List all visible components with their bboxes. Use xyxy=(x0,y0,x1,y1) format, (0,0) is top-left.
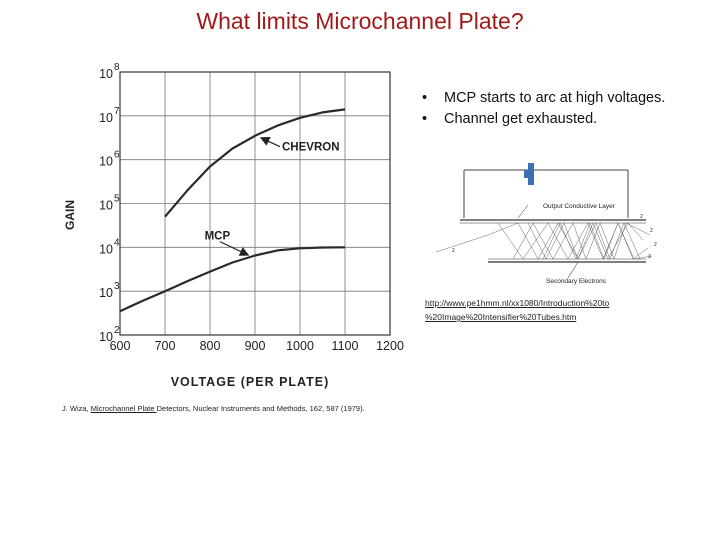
svg-text:2: 2 xyxy=(650,228,653,234)
bullet-text: MCP starts to arc at high voltages. xyxy=(444,90,666,106)
y-tick-exponent: 7 xyxy=(114,106,120,117)
x-tick-label: 1100 xyxy=(332,339,359,353)
chart-grid xyxy=(119,71,391,336)
x-tick-label: 1200 xyxy=(376,339,404,353)
y-tick-exponent: 4 xyxy=(114,237,120,248)
series-line-mcp xyxy=(119,246,346,313)
bullet-dot: • xyxy=(422,90,428,106)
plot-frame xyxy=(119,71,391,336)
mcp-channel-diagram: Output Conductive Layer 222 32 Secondary… xyxy=(435,163,657,285)
bullet-list: • MCP starts to arc at high voltages. • … xyxy=(422,88,712,130)
chart-series xyxy=(119,108,346,313)
series-line-chevron xyxy=(164,108,346,218)
x-tick-label: 700 xyxy=(155,339,176,353)
bullet-item: • MCP starts to arc at high voltages. xyxy=(422,88,712,109)
y-tick-exponent: 8 xyxy=(114,62,120,73)
y-tick-label: 10 xyxy=(99,330,113,344)
citation-title-link[interactable]: Microchannel Plate xyxy=(90,404,157,413)
y-tick-label: 10 xyxy=(99,67,113,81)
y-axis-label: GAIN xyxy=(63,200,77,230)
x-tick-label: 600 xyxy=(110,339,131,353)
source-link-line2[interactable]: %20Image%20Intensifier%20Tubes.htm xyxy=(425,312,577,322)
y-tick-label: 10 xyxy=(99,286,113,300)
inset-top-label: Output Conductive Layer xyxy=(543,203,616,210)
electrode-symbol xyxy=(528,163,534,185)
annotation-arrow-chevron xyxy=(259,137,281,148)
x-tick-label: 800 xyxy=(200,339,221,353)
svg-text:2: 2 xyxy=(452,248,455,254)
bullet-text: Channel get exhausted. xyxy=(444,111,598,127)
chart-axes xyxy=(119,71,391,336)
svg-text:3: 3 xyxy=(648,254,651,260)
y-tick-exponent: 2 xyxy=(114,325,120,336)
y-tick-exponent: 6 xyxy=(114,150,120,161)
chart-annotations: CHEVRON MCP xyxy=(205,137,340,256)
x-axis-label: VOLTAGE (PER PLATE) xyxy=(171,375,330,389)
bullet-dot: • xyxy=(422,111,428,127)
y-tick-label: 10 xyxy=(99,155,113,169)
electrode-tab xyxy=(524,170,528,178)
bullet-item: • Channel get exhausted. xyxy=(422,109,712,130)
y-tick-label: 10 xyxy=(99,199,113,213)
source-link-line1[interactable]: http://www.pe1hmm.nl/xx1080/Introduction… xyxy=(425,298,610,308)
slide-title: What limits Microchannel Plate? xyxy=(196,8,524,34)
source-link[interactable]: http://www.pe1hmm.nl/xx1080/Introduction… xyxy=(425,296,665,324)
svg-text:2: 2 xyxy=(640,214,643,220)
annotation-mcp: MCP xyxy=(205,231,231,243)
y-tick-label: 10 xyxy=(99,111,113,125)
citation-rest: Detectors, Nuclear Instruments and Metho… xyxy=(156,404,365,413)
annotation-chevron: CHEVRON xyxy=(282,142,340,154)
x-tick-label: 1000 xyxy=(286,339,314,353)
citation-author: J. Wiza, xyxy=(62,404,91,413)
inset-bottom-pointer xyxy=(567,261,579,279)
y-tick-exponent: 5 xyxy=(114,194,120,205)
electron-trajectories xyxy=(435,222,653,260)
citation: J. Wiza, Microchannel Plate Detectors, N… xyxy=(62,404,365,413)
x-tick-label: 900 xyxy=(245,339,266,353)
inset-top-pointer xyxy=(517,204,529,219)
svg-text:2: 2 xyxy=(654,242,657,248)
y-tick-exponent: 3 xyxy=(114,281,120,292)
inset-bottom-label: Secondary Electrons xyxy=(546,278,607,285)
annotation-arrow-mcp xyxy=(219,241,250,256)
secondary-marks: 222 32 xyxy=(452,214,657,260)
y-tick-label: 10 xyxy=(99,242,113,256)
